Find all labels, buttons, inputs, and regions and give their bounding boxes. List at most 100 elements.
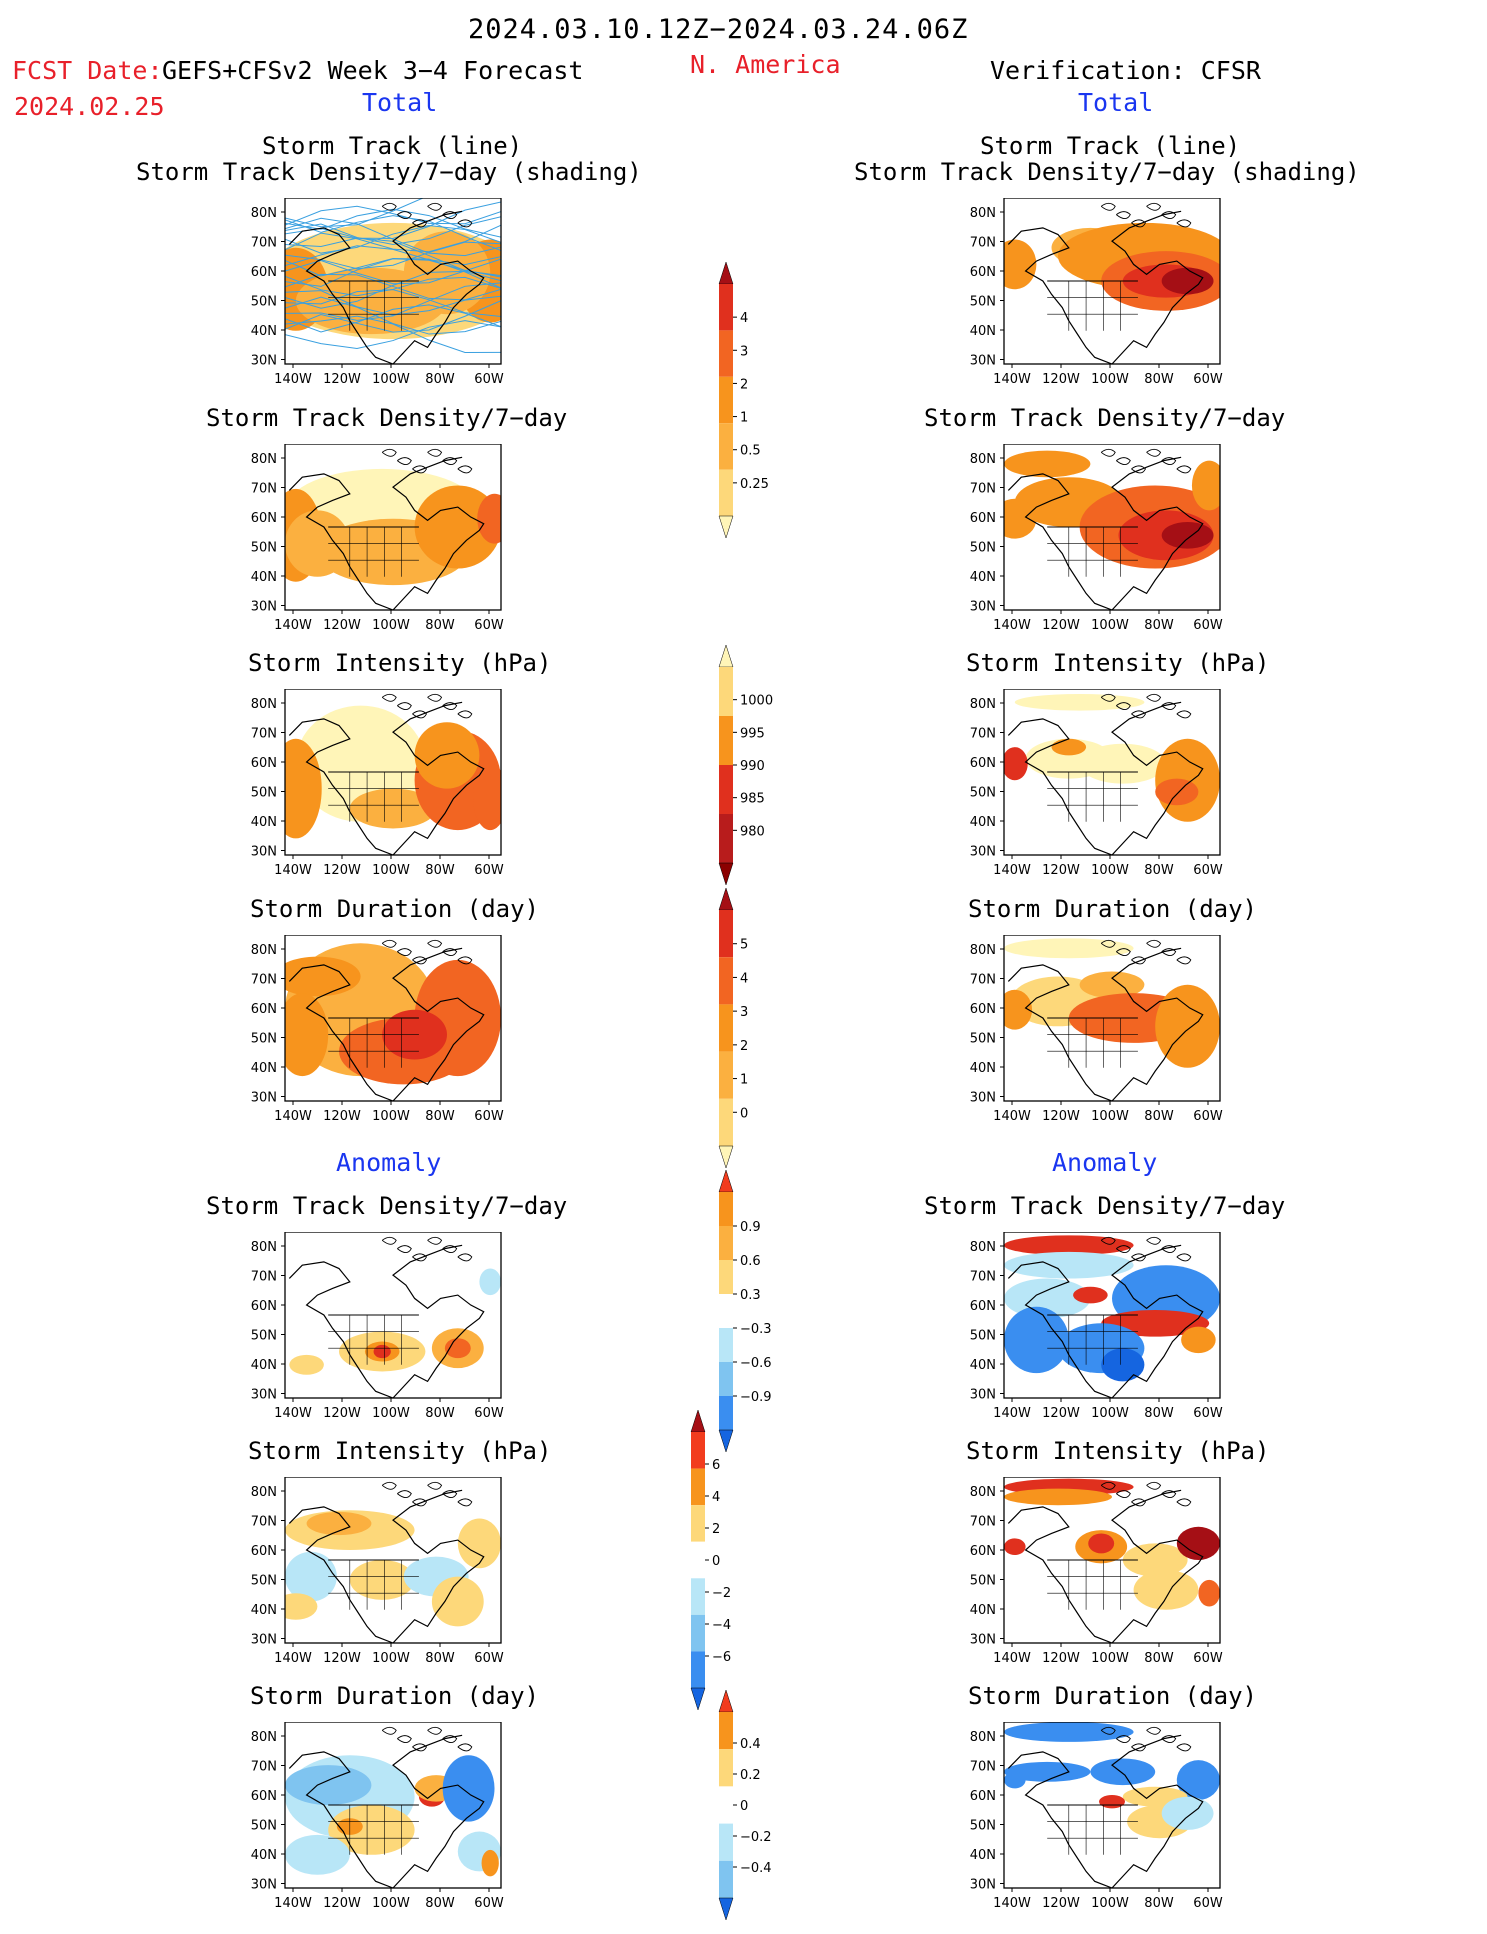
lon-label: 100W (1091, 1896, 1129, 1911)
arctic-island (381, 1481, 397, 1490)
arctic-island (1100, 448, 1116, 457)
colorbar-label: −6 (712, 1650, 731, 1665)
colorbar-label: 0.9 (740, 1220, 761, 1235)
panel-title: Storm Track Density/7−day (206, 404, 568, 432)
colorbar-label: 1 (740, 1073, 748, 1088)
lat-label: 30N (970, 600, 996, 615)
arctic-island (1161, 1245, 1177, 1254)
map-svg: 80N 70N 60N 50N 40N 30N 140W 120W 100W 80W 60W (251, 688, 504, 878)
map-svg: 80N 70N 60N 50N 40N 30N 140W 120W 100W 80W 60W (251, 443, 504, 633)
shading-region (349, 1560, 415, 1600)
map-svg: 80N 70N 60N 50N 40N 30N 140W 120W 100W 80W 60W (970, 1721, 1223, 1911)
lon-label: 60W (474, 1651, 504, 1666)
lon-label: 100W (1091, 372, 1129, 387)
map-svg: 80N 70N 60N 50N 40N 30N 140W 120W 100W 80W 60W (251, 934, 504, 1124)
colorbar-label: 0.25 (740, 477, 769, 492)
panel-title: Storm Track Density/7−day (206, 1192, 568, 1220)
lat-label: 80N (251, 452, 277, 467)
colorbar-label: 4 (740, 311, 748, 326)
arctic-island (1161, 1735, 1177, 1744)
map-svg: 80N 70N 60N 50N 40N 30N 140W 120W 100W 80W 60W (970, 688, 1223, 878)
arctic-island (397, 1245, 412, 1254)
coastline (288, 1489, 485, 1643)
panel-title: Storm Duration (day) (250, 895, 539, 923)
map-frame (1003, 1231, 1221, 1399)
lat-label: 40N (251, 1848, 277, 1863)
lat-label: 30N (970, 1878, 996, 1893)
shading-region (349, 788, 437, 829)
colorbar: 0.9 0.6 0.3 −0.3 −0.6 −0.9 (718, 1169, 788, 1466)
storm-track-line (285, 289, 501, 317)
lat-label: 40N (251, 1061, 277, 1076)
map-frame (1003, 1721, 1221, 1889)
shading-region (1004, 938, 1134, 959)
colorbar-segment (719, 667, 733, 716)
arctic-island (381, 1236, 397, 1245)
lat-label: 80N (251, 206, 277, 221)
coastline (288, 947, 485, 1101)
lat-label: 50N (970, 1329, 996, 1344)
section-anomaly-right: Anomaly (1052, 1148, 1158, 1177)
arctic-island (1146, 693, 1162, 702)
lon-label: 60W (1193, 1651, 1223, 1666)
lon-label: 120W (1042, 1896, 1080, 1911)
lat-label: 50N (251, 1032, 277, 1047)
arctic-island (442, 457, 458, 466)
map-panel: 80N 70N 60N 50N 40N 30N 140W 120W 100W 80W 60W (958, 197, 1234, 394)
colorbar-segment (719, 1294, 733, 1328)
colorbar-label: 2 (740, 1039, 748, 1054)
map-frame (1003, 1476, 1221, 1644)
lat-label: 30N (251, 1091, 277, 1106)
colorbar-segment (691, 1432, 705, 1469)
lat-label: 30N (251, 845, 277, 860)
shading-region (1161, 522, 1214, 549)
lat-label: 60N (251, 1299, 277, 1314)
shading-region (457, 1518, 501, 1569)
shading-region (442, 1755, 495, 1822)
colorbar-segment (719, 376, 733, 424)
arctic-island (381, 939, 397, 948)
panel-title: Storm Track Density/7−day (924, 404, 1286, 432)
colorbar-label: −0.4 (740, 1861, 772, 1876)
lon-label: 60W (474, 372, 504, 387)
arctic-island (1161, 948, 1177, 957)
lat-label: 40N (970, 1848, 996, 1863)
arctic-island (427, 202, 443, 211)
colorbar-label: 995 (740, 726, 765, 741)
colorbar-segment (719, 1328, 733, 1362)
arctic-island (412, 219, 427, 228)
map-frame (284, 1721, 502, 1889)
arctic-island (427, 1236, 443, 1245)
lat-label: 50N (970, 1574, 996, 1589)
lon-label: 60W (1193, 1896, 1223, 1911)
lat-label: 60N (970, 756, 996, 771)
storm-track-line (285, 224, 501, 254)
lon-label: 140W (993, 1651, 1031, 1666)
lat-label: 60N (970, 265, 996, 280)
colorbar-label: 0.6 (740, 1254, 761, 1269)
map-svg: 80N 70N 60N 50N 40N 30N 140W 120W 100W 80W 60W (970, 934, 1223, 1124)
arctic-island (457, 1253, 473, 1262)
shading-region (1191, 460, 1220, 511)
lon-label: 80W (425, 618, 455, 633)
colorbar-label: 0.4 (740, 1737, 761, 1752)
lon-label: 80W (425, 1406, 455, 1421)
lat-label: 40N (251, 1358, 277, 1373)
storm-track-line (285, 205, 501, 226)
lon-label: 80W (1144, 1896, 1174, 1911)
shading-region (285, 956, 361, 997)
arctic-island (1116, 211, 1131, 220)
coastline (1007, 210, 1204, 364)
colorbar-label: 2 (712, 1522, 720, 1537)
arctic-island (1131, 956, 1146, 965)
lon-label: 100W (372, 618, 410, 633)
colorbar-segment (719, 1051, 733, 1099)
lat-label: 50N (251, 786, 277, 801)
colorbar-label: 980 (740, 824, 765, 839)
shading-region (1079, 971, 1145, 999)
colorbar-segment (719, 814, 733, 863)
colorbar-label: −0.6 (740, 1356, 772, 1371)
colorbar-arrow-bottom (718, 1145, 734, 1169)
shading-region (1090, 1758, 1156, 1786)
lat-label: 50N (970, 1819, 996, 1834)
